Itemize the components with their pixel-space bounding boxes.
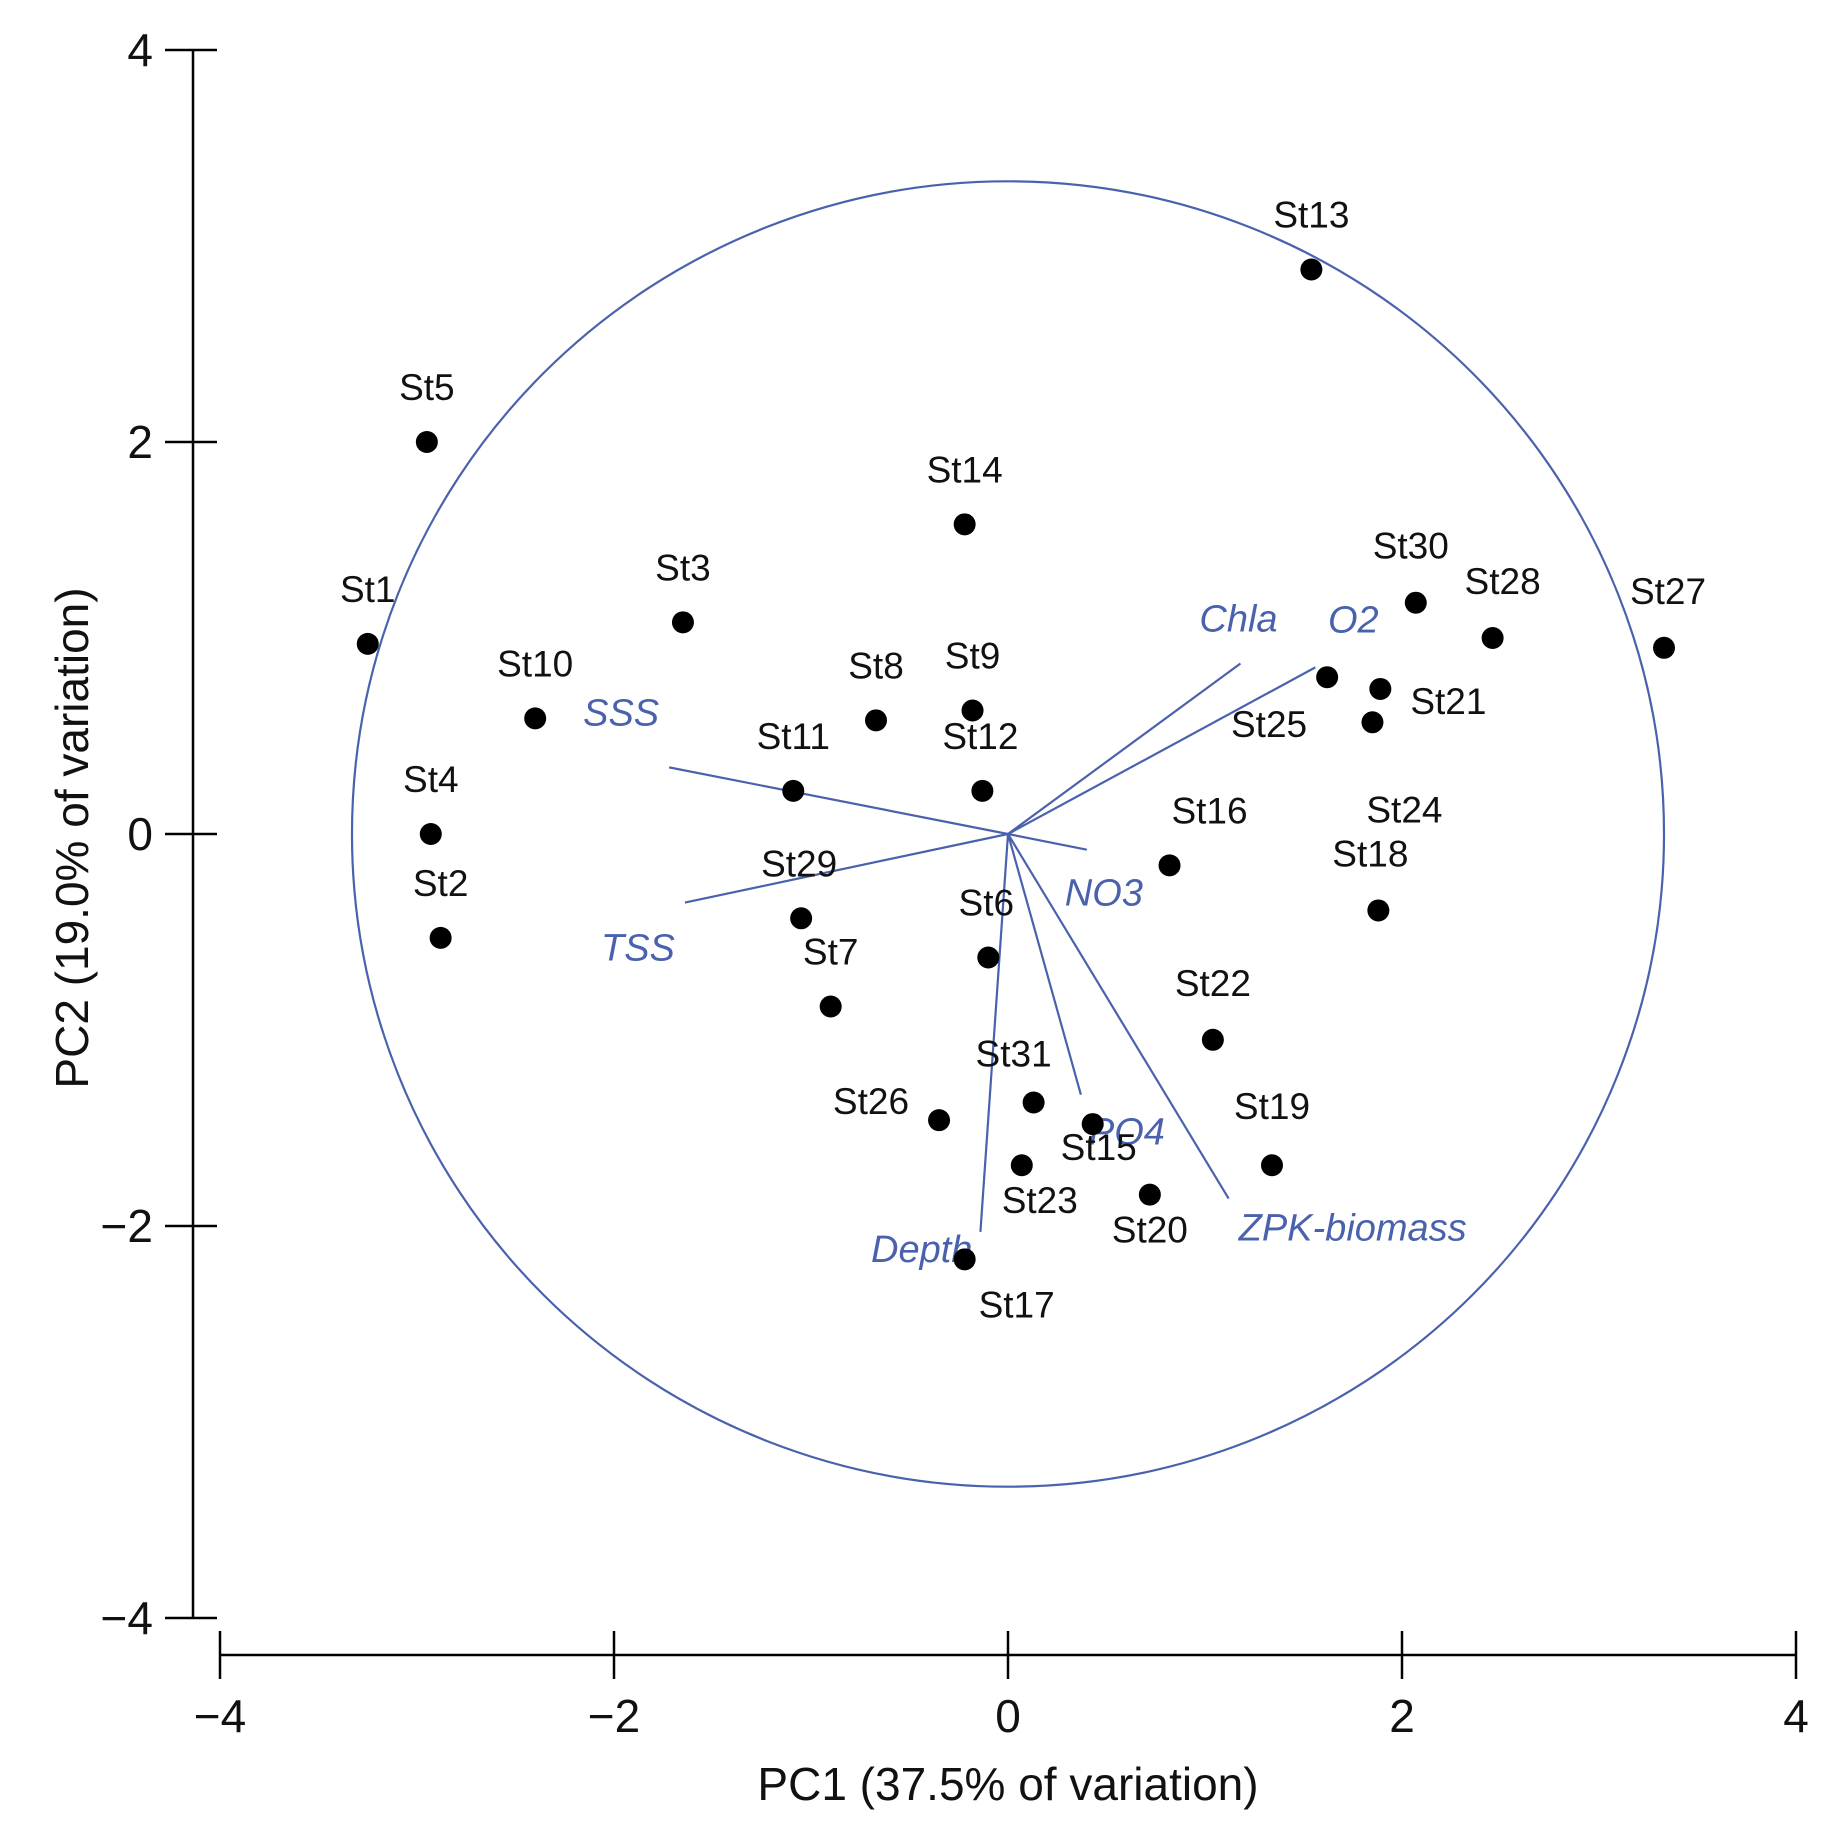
station-label-st16: St16	[1171, 790, 1247, 831]
station-label-st21: St21	[1410, 681, 1486, 722]
station-label-st23: St23	[1002, 1180, 1078, 1221]
station-point-st16	[1158, 854, 1181, 877]
x-axis-title: PC1 (37.5% of variation)	[757, 1758, 1258, 1810]
axes-layer	[191, 50, 1796, 1657]
station-point-st8	[865, 709, 888, 732]
station-point-st10	[524, 707, 547, 730]
vector-no3-label: NO3	[1065, 873, 1143, 915]
station-point-st28	[1481, 627, 1504, 649]
station-label-st30: St30	[1373, 526, 1449, 567]
y-tick-label: 2	[127, 416, 153, 468]
axis-titles: PC1 (37.5% of variation) PC2 (19.0% of v…	[46, 587, 1259, 1810]
station-point-st24	[1361, 711, 1384, 734]
station-point-st26	[928, 1109, 951, 1132]
station-point-st13	[1300, 258, 1323, 281]
station-label-st25: St25	[1231, 704, 1307, 745]
station-label-st6: St6	[959, 882, 1015, 923]
station-label-st13: St13	[1273, 195, 1349, 236]
station-label-st27: St27	[1630, 571, 1706, 612]
station-point-st25	[1316, 666, 1339, 689]
station-label-st7: St7	[803, 931, 859, 972]
vector-zpk-biomass-label: ZPK-biomass	[1238, 1208, 1467, 1250]
station-point-st5	[415, 431, 438, 453]
station-point-st14	[953, 513, 976, 536]
station-point-st17	[953, 1248, 976, 1271]
station-label-st10: St10	[497, 643, 573, 684]
station-label-st31: St31	[976, 1034, 1052, 1075]
station-label-st8: St8	[848, 645, 904, 686]
vector-no3-line	[1007, 832, 1088, 851]
station-point-st4	[419, 823, 442, 845]
x-tick-label: −2	[588, 1690, 640, 1742]
y-tick-label: −2	[101, 1200, 153, 1252]
station-point-st1	[356, 632, 379, 655]
station-label-st17: St17	[979, 1284, 1055, 1325]
y-axis-title: PC2 (19.0% of variation)	[46, 587, 98, 1088]
station-point-st12	[971, 779, 994, 802]
station-point-st18	[1367, 899, 1390, 922]
station-point-st21	[1369, 677, 1392, 700]
station-label-st9: St9	[945, 636, 1001, 677]
station-label-st19: St19	[1234, 1086, 1310, 1127]
station-point-st27	[1653, 636, 1676, 659]
vector-po4-line	[1006, 833, 1082, 1095]
station-label-st29: St29	[761, 843, 837, 884]
vector-o2-line	[1007, 666, 1316, 835]
station-point-st7	[819, 995, 842, 1018]
station-label-st1: St1	[340, 569, 396, 610]
station-point-st19	[1260, 1154, 1283, 1177]
x-tick-label: 2	[1389, 1690, 1415, 1742]
vector-zpk-biomass-line	[1007, 833, 1230, 1200]
station-label-st4: St4	[403, 759, 459, 800]
x-tick-label: 4	[1783, 1690, 1809, 1742]
vector-chla-line	[1007, 662, 1242, 835]
station-label-st24: St24	[1366, 789, 1442, 830]
x-tick-label: 0	[995, 1690, 1021, 1742]
station-point-st11	[782, 779, 805, 802]
station-point-st15	[1081, 1113, 1104, 1136]
station-label-st12: St12	[942, 716, 1018, 757]
station-point-st22	[1201, 1028, 1224, 1051]
y-tick-label: 0	[127, 808, 153, 860]
station-label-st11: St11	[757, 716, 830, 757]
vector-sss-line	[668, 766, 1009, 836]
station-label-st26: St26	[833, 1081, 909, 1122]
y-tick-label: −4	[101, 1592, 153, 1644]
correlation-circle	[350, 180, 1666, 1488]
station-point-st30	[1404, 591, 1427, 614]
station-point-st23	[1010, 1154, 1033, 1177]
station-point-st20	[1138, 1183, 1161, 1206]
station-label-st14: St14	[927, 449, 1003, 490]
y-tick-label: 4	[127, 24, 153, 76]
stations-layer: St1 St2 St3 St4 St5 St6 St7 St8 St9 St10 St11 St12 S…	[340, 195, 1706, 1326]
x-ticks: −4 −2 0 2 4	[194, 1631, 1809, 1742]
y-ticks: 4 2 0 −2 −4	[101, 24, 217, 1644]
station-point-st2	[429, 926, 452, 949]
station-point-st9	[961, 699, 984, 722]
correlation-circle-layer	[350, 180, 1666, 1488]
vector-tss-label: TSS	[601, 928, 675, 970]
vector-tss-line	[684, 832, 1009, 904]
vector-o2-label: O2	[1328, 599, 1379, 641]
station-label-st22: St22	[1175, 963, 1251, 1004]
vector-sss-label: SSS	[583, 692, 659, 734]
station-label-st20: St20	[1112, 1210, 1188, 1251]
vector-chla-label: Chla	[1199, 598, 1277, 640]
station-label-st5: St5	[399, 367, 455, 408]
station-label-st18: St18	[1332, 833, 1408, 874]
station-label-st3: St3	[655, 547, 711, 588]
station-point-st31	[1022, 1091, 1045, 1114]
station-point-st29	[790, 907, 813, 930]
station-label-st2: St2	[413, 863, 469, 904]
x-tick-label: −4	[194, 1690, 246, 1742]
station-label-st28: St28	[1465, 561, 1541, 602]
station-point-st3	[671, 611, 694, 634]
station-label-st15: St15	[1061, 1127, 1137, 1168]
vector-depth-line	[979, 833, 1010, 1232]
station-point-st6	[977, 946, 1000, 969]
